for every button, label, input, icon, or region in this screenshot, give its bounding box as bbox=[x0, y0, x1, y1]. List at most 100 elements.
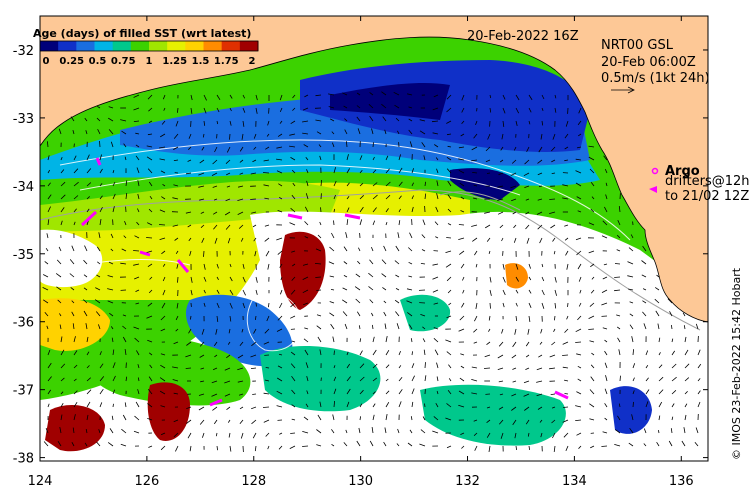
velocity-arrow bbox=[172, 366, 179, 369]
velocity-arrow bbox=[668, 440, 673, 447]
drifter-track bbox=[287, 213, 303, 220]
colorbar-tick-label: 2 bbox=[249, 56, 256, 67]
velocity-arrow bbox=[276, 328, 283, 332]
velocity-arrow bbox=[645, 389, 650, 395]
velocity-arrow bbox=[160, 364, 166, 369]
velocity-arrow bbox=[319, 221, 322, 226]
velocity-arrow bbox=[346, 351, 349, 356]
velocity-arrow bbox=[112, 403, 114, 408]
colorbar-tick-label: 1.25 bbox=[162, 56, 187, 67]
velocity-arrow bbox=[72, 323, 75, 330]
sst-teal-patch-mid bbox=[400, 294, 451, 332]
velocity-arrow bbox=[71, 311, 75, 317]
velocity-arrow bbox=[60, 402, 64, 408]
velocity-arrow bbox=[406, 300, 413, 304]
velocity-arrow bbox=[96, 274, 101, 278]
velocity-arrow bbox=[47, 194, 52, 200]
velocity-arrow bbox=[291, 276, 296, 281]
velocity-arrow bbox=[446, 94, 452, 100]
velocity-arrow bbox=[489, 107, 492, 113]
velocity-arrow bbox=[147, 418, 153, 421]
velocity-arrow bbox=[135, 155, 140, 161]
legend-drifters-line1: drifters@12h bbox=[665, 174, 750, 189]
velocity-arrow bbox=[589, 302, 595, 307]
velocity-arrow bbox=[436, 376, 439, 382]
velocity-arrow bbox=[215, 432, 218, 437]
velocity-arrow bbox=[658, 337, 661, 343]
velocity-arrow bbox=[576, 146, 582, 149]
velocity-arrow bbox=[671, 403, 675, 408]
velocity-arrow bbox=[343, 442, 348, 447]
velocity-arrow bbox=[121, 248, 127, 252]
velocity-arrow bbox=[499, 159, 504, 163]
velocity-arrow bbox=[602, 276, 608, 280]
velocity-arrow bbox=[398, 401, 402, 408]
velocity-arrow bbox=[99, 140, 101, 148]
velocity-arrow bbox=[333, 220, 335, 226]
velocity-arrow bbox=[552, 432, 556, 439]
velocity-arrow bbox=[276, 146, 283, 149]
velocity-arrow bbox=[458, 404, 465, 408]
velocity-arrow bbox=[578, 302, 582, 307]
velocity-arrow bbox=[346, 388, 351, 395]
velocity-arrow bbox=[86, 389, 92, 395]
velocity-arrow bbox=[227, 419, 231, 423]
velocity-arrow bbox=[566, 263, 569, 270]
velocity-arrow bbox=[267, 120, 270, 126]
velocity-arrow bbox=[498, 380, 504, 383]
velocity-arrow bbox=[488, 328, 491, 332]
velocity-arrow bbox=[554, 276, 557, 283]
velocity-arrow bbox=[279, 197, 283, 200]
velocity-arrow bbox=[73, 155, 77, 161]
velocity-arrow bbox=[240, 237, 244, 242]
velocity-arrow bbox=[240, 432, 244, 439]
velocity-arrow bbox=[189, 250, 192, 256]
velocity-arrow bbox=[216, 263, 219, 269]
velocity-arrow bbox=[632, 390, 635, 395]
velocity-arrow bbox=[549, 198, 556, 200]
velocity-arrow bbox=[331, 429, 335, 434]
velocity-arrow bbox=[161, 250, 166, 255]
velocity-arrow bbox=[616, 249, 621, 252]
velocity-arrow bbox=[148, 445, 153, 448]
velocity-arrow bbox=[216, 276, 219, 280]
velocity-arrow bbox=[190, 276, 193, 283]
velocity-arrow bbox=[86, 365, 90, 369]
velocity-arrow bbox=[175, 250, 179, 255]
velocity-arrow bbox=[540, 133, 543, 140]
velocity-arrow bbox=[474, 250, 478, 256]
velocity-arrow bbox=[552, 133, 556, 140]
velocity-arrow bbox=[498, 406, 504, 410]
velocity-arrow bbox=[433, 302, 439, 305]
velocity-arrow bbox=[356, 116, 361, 122]
colorbar-swatch bbox=[149, 41, 168, 51]
velocity-arrow bbox=[436, 180, 439, 187]
velocity-arrow bbox=[73, 336, 76, 343]
velocity-arrow bbox=[188, 237, 192, 242]
velocity-arrow bbox=[99, 219, 102, 226]
velocity-arrow bbox=[603, 155, 608, 161]
colorbar-tick-label: 0.75 bbox=[111, 56, 136, 67]
velocity-arrow bbox=[474, 445, 478, 451]
velocity-arrow bbox=[279, 107, 283, 113]
velocity-arrow bbox=[86, 401, 91, 408]
velocity-arrow bbox=[575, 405, 582, 408]
velocity-arrow bbox=[251, 406, 257, 410]
velocity-arrow bbox=[121, 130, 127, 135]
colorbar-swatch bbox=[167, 41, 186, 51]
velocity-arrow bbox=[72, 129, 75, 135]
velocity-arrow bbox=[575, 419, 582, 421]
velocity-arrow bbox=[123, 235, 127, 239]
velocity-arrow bbox=[458, 224, 465, 226]
velocity-arrow bbox=[266, 133, 270, 137]
velocity-arrow bbox=[86, 414, 89, 421]
velocity-arrow bbox=[536, 211, 543, 215]
velocity-arrow bbox=[538, 354, 543, 358]
velocity-arrow bbox=[526, 146, 530, 152]
velocity-arrow bbox=[304, 327, 309, 330]
colorbar-tick-label: 1.5 bbox=[192, 56, 210, 67]
velocity-arrow bbox=[278, 353, 283, 356]
velocity-arrow bbox=[684, 391, 688, 395]
velocity-arrow bbox=[484, 354, 491, 358]
velocity-arrow bbox=[515, 276, 519, 282]
